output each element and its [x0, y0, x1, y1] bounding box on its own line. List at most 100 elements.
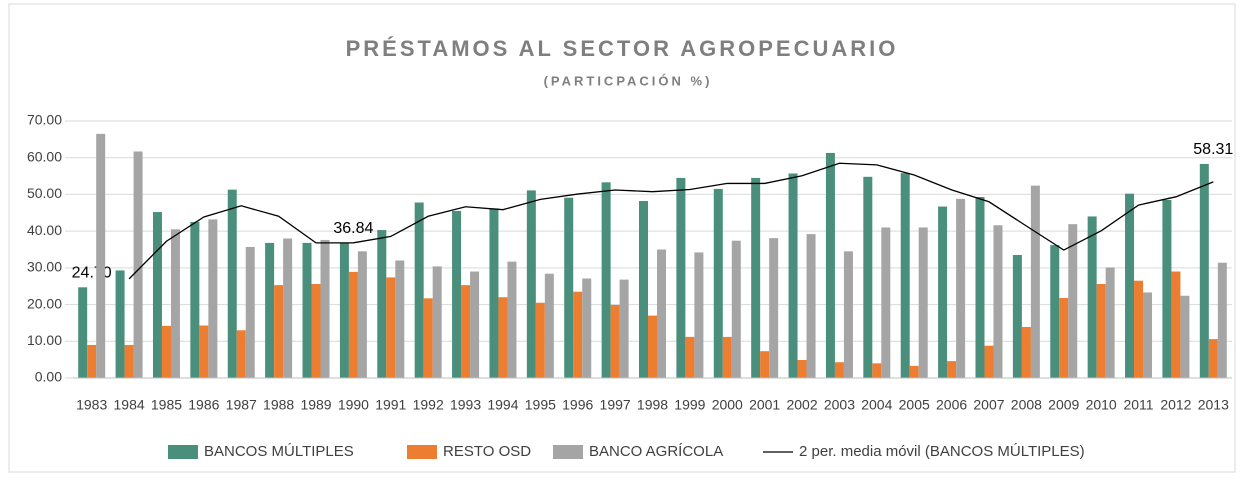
bar — [731, 240, 741, 378]
bar — [489, 208, 499, 378]
chart-title: PRÉSTAMOS AL SECTOR AGROPECUARIO — [346, 36, 899, 61]
bar — [834, 362, 844, 378]
bar — [526, 190, 536, 378]
x-tick-label: 1993 — [450, 397, 481, 413]
bar — [96, 133, 106, 378]
bar — [1059, 297, 1069, 378]
bar — [377, 230, 387, 378]
bar — [601, 182, 611, 378]
bar — [619, 279, 629, 378]
bar — [582, 278, 592, 378]
bar — [1171, 271, 1181, 378]
bar — [797, 360, 807, 378]
bar — [760, 351, 770, 378]
x-tick-label: 1986 — [188, 397, 219, 413]
bar — [170, 229, 180, 378]
bar — [161, 325, 171, 378]
bar — [227, 189, 237, 378]
bar — [1068, 224, 1078, 378]
x-tick-label: 2001 — [749, 397, 780, 413]
bar — [648, 315, 657, 378]
y-tick-label: 70.00 — [27, 112, 62, 128]
bar — [507, 261, 517, 378]
x-tick-label: 2010 — [1086, 397, 1117, 413]
bar — [199, 325, 209, 378]
y-tick-label: 40.00 — [27, 222, 62, 238]
bar — [1199, 163, 1209, 378]
legend-swatch — [168, 445, 198, 459]
bar — [386, 277, 396, 378]
data-label: 36.84 — [333, 220, 373, 237]
bar — [1021, 326, 1031, 378]
bar — [544, 273, 554, 378]
x-tick-label: 2005 — [899, 397, 930, 413]
x-tick-label: 1984 — [114, 397, 145, 413]
legend-swatch — [407, 445, 437, 459]
bar — [843, 251, 853, 378]
x-tick-label: 1996 — [562, 397, 593, 413]
bar — [208, 219, 218, 378]
bar — [872, 363, 882, 378]
bar — [685, 336, 695, 378]
x-tick-label: 2008 — [1011, 397, 1042, 413]
bar — [1134, 280, 1144, 378]
bar — [535, 302, 545, 378]
bar — [881, 227, 891, 378]
bar — [975, 196, 985, 378]
x-tick-label: 2012 — [1160, 397, 1191, 413]
bar — [918, 227, 928, 378]
bar — [78, 287, 88, 378]
x-tick-label: 1995 — [525, 397, 556, 413]
bar — [1208, 339, 1218, 378]
bar — [320, 239, 330, 378]
x-tick-label: 2003 — [824, 397, 855, 413]
bar — [1087, 216, 1097, 378]
x-tick-label: 1991 — [375, 397, 406, 413]
bar — [909, 365, 919, 378]
bar — [900, 173, 910, 378]
bar — [573, 291, 583, 378]
y-tick-label: 20.00 — [27, 295, 62, 311]
x-tick-label: 2002 — [786, 397, 817, 413]
legend-label: BANCOS MÚLTIPLES — [204, 443, 354, 460]
bar — [274, 285, 284, 378]
bar — [311, 284, 321, 378]
bar — [423, 298, 433, 378]
bar — [657, 249, 666, 378]
bar — [984, 345, 994, 378]
bar — [751, 177, 761, 378]
bar — [806, 234, 816, 378]
x-tick-label: 2006 — [936, 397, 967, 413]
bar — [947, 361, 957, 378]
legend-label: RESTO OSD — [443, 443, 531, 460]
x-tick-label: 1998 — [637, 397, 668, 413]
x-tick-label: 2011 — [1123, 397, 1153, 413]
bar — [348, 271, 358, 378]
y-tick-label: 10.00 — [27, 332, 62, 348]
x-tick-label: 1990 — [338, 397, 369, 413]
bar — [115, 270, 125, 378]
bar — [825, 152, 835, 378]
bar — [1180, 295, 1190, 378]
bar — [124, 344, 134, 378]
x-tick-label: 2007 — [973, 397, 1004, 413]
bar — [498, 297, 508, 378]
bar — [1217, 262, 1227, 378]
x-tick-label: 1997 — [600, 397, 631, 413]
x-tick-label: 1985 — [151, 397, 182, 413]
bar — [788, 173, 798, 378]
bar — [1050, 245, 1060, 378]
bar — [694, 252, 704, 378]
legend-label: 2 per. media móvil (BANCOS MÚLTIPLES) — [799, 443, 1085, 460]
x-tick-label: 2000 — [712, 397, 743, 413]
bar — [938, 206, 948, 378]
bar — [133, 151, 143, 378]
bar — [1162, 199, 1172, 378]
x-tick-label: 2013 — [1198, 397, 1229, 413]
legend-swatch — [553, 445, 583, 459]
bar — [1143, 292, 1153, 378]
bar — [190, 221, 200, 378]
bar — [357, 251, 367, 378]
moving-average-line — [128, 162, 1214, 280]
